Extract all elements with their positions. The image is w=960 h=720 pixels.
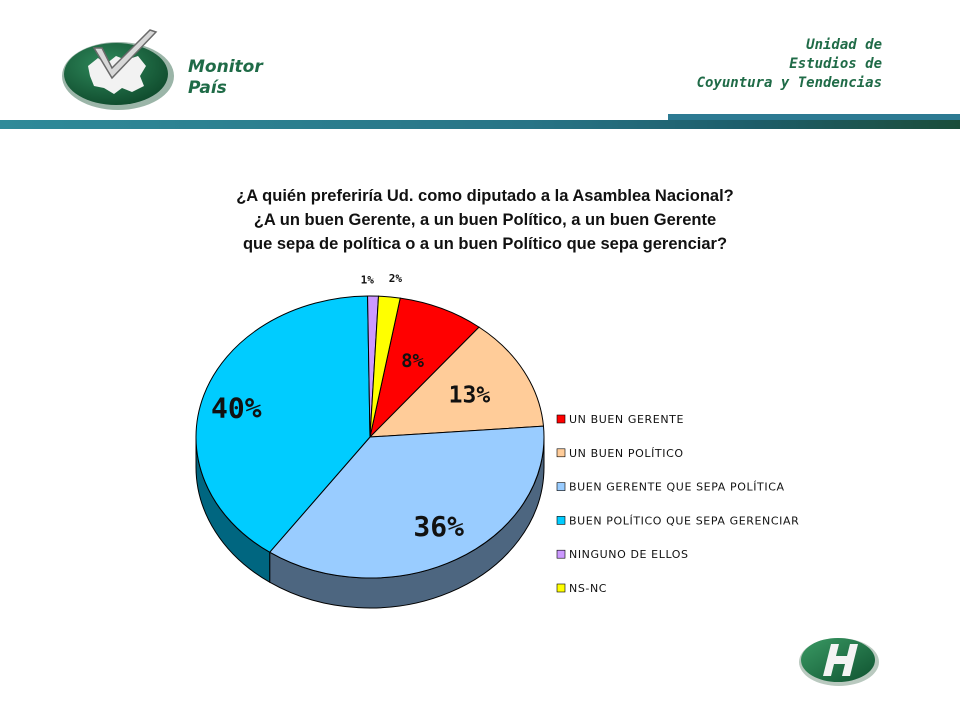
chart-title-line-3: que sepa de política o a un buen Polític… — [242, 235, 728, 253]
unit-line-1: Unidad de — [806, 37, 882, 53]
unit-name: Unidad de Estudios de Coyuntura y Tenden… — [697, 36, 882, 93]
brand-line-1: Monitor — [188, 57, 263, 77]
brand-line-2: País — [188, 78, 227, 98]
pie-label-1: 13% — [449, 383, 491, 409]
chart-title: ¿A quién preferiría Ud. como diputado a … — [160, 184, 810, 256]
legend-swatch-3 — [556, 516, 566, 525]
legend-swatch-2 — [556, 482, 566, 491]
monitor-pais-logo-icon — [62, 29, 174, 110]
brand-name: Monitor País — [188, 57, 263, 99]
legend-swatch-5 — [556, 583, 566, 593]
hinterlaces-logo-icon — [799, 638, 879, 686]
unit-line-2: Estudios de — [789, 56, 882, 72]
pie-tops — [195, 295, 545, 579]
legend-swatch-1 — [556, 448, 566, 458]
pie-slice-1 — [368, 326, 545, 438]
legend-label-2: BUEN GERENTE QUE SEPA POLÍTICA — [569, 481, 785, 494]
pie-label-3: 40% — [211, 391, 262, 424]
pie-label-0: 8% — [401, 350, 424, 372]
pie-slice-2 — [268, 425, 545, 579]
legend-label-0: UN BUEN GERENTE — [569, 413, 684, 426]
pie-labels: 8% 13% 36% 40% 1% 2% — [211, 272, 490, 543]
unit-line-3: Coyuntura y Tendencias — [696, 75, 882, 91]
pie-label-5: 2% — [389, 272, 403, 285]
chart-title-line-2: ¿A un buen Gerente, a un buen Político, … — [253, 211, 717, 229]
pie-label-4: 1% — [361, 274, 375, 287]
header-accent-bar — [668, 114, 960, 120]
pie-slice-3 — [195, 295, 371, 553]
legend-swatch-0 — [556, 414, 566, 424]
header-bar — [0, 120, 960, 129]
legend-label-4: NINGUNO DE ELLOS — [569, 548, 689, 561]
legend: UN BUEN GERENTE UN BUEN POLÍTICO BUEN GERE… — [556, 413, 799, 595]
pie-label-2: 36% — [413, 510, 464, 543]
legend-label-3: BUEN POLÍTICO QUE SEPA GERENCIAR — [569, 514, 799, 527]
legend-label-1: UN BUEN POLÍTICO — [569, 447, 684, 460]
legend-label-5: NS-NC — [569, 582, 607, 595]
chart-title-line-1: ¿A quién preferiría Ud. como diputado a … — [236, 187, 734, 205]
pie-slice-5 — [369, 295, 401, 438]
legend-swatch-4 — [556, 549, 566, 559]
